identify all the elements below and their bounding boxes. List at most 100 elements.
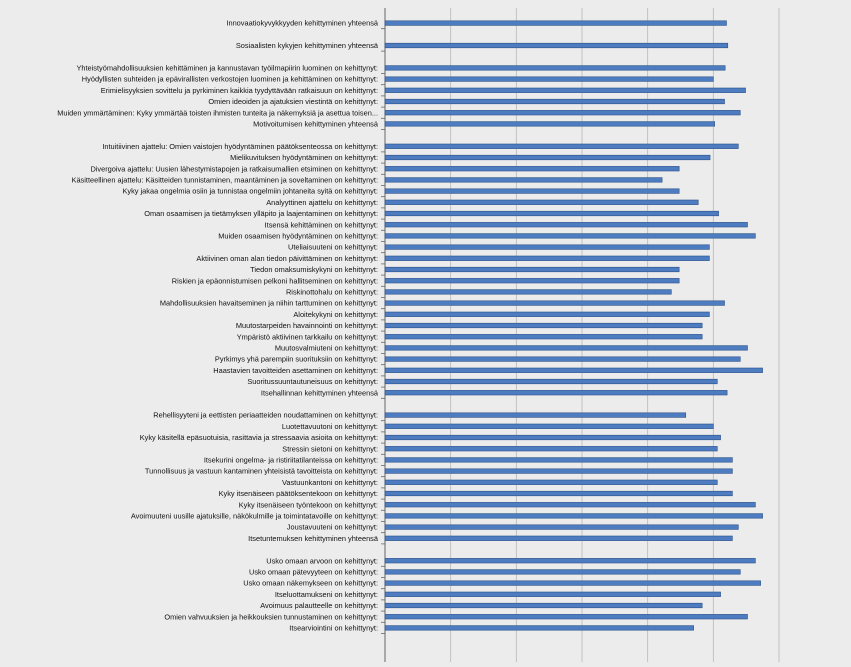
bar <box>384 423 714 429</box>
category-label: Joustavuuteni on kehittynyt: <box>287 523 378 532</box>
category-label: Itsekurini ongelma- ja ristiriitatilante… <box>204 456 378 465</box>
bar <box>384 266 680 273</box>
bar <box>384 513 763 519</box>
bar <box>384 255 710 261</box>
category-label: Mahdollisuuksien havaitseminen ja niihin… <box>160 299 378 308</box>
bar <box>384 468 733 474</box>
bar <box>384 602 703 609</box>
bar <box>384 311 710 317</box>
category-label: Muutosvalmiuteni on kehittynyt: <box>275 344 378 353</box>
bar <box>384 121 715 127</box>
bar <box>384 345 748 351</box>
category-label: Pyrkimys yhä parempiin suorituksiin on k… <box>215 355 378 364</box>
category-label: Luotettavuutoni on kehittynyt: <box>282 422 378 431</box>
bar <box>384 490 733 497</box>
category-label: Avoimuus palautteelle on kehittynyt: <box>260 601 378 610</box>
category-label: Avoimuuteni uusille ajatuksille, näkökul… <box>131 512 378 521</box>
bar <box>384 558 756 564</box>
category-label: Kyky itsenäiseen päätöksentekoon on kehi… <box>219 489 378 498</box>
category-label: Usko omaan pätevyyteen on kehittynyt: <box>249 568 378 577</box>
category-label: Analyyttinen ajattelu on kehittynyt: <box>266 198 378 207</box>
category-label: Riskinottohalu on kehittynyt: <box>286 288 378 297</box>
bar <box>384 569 741 575</box>
bar <box>384 143 739 149</box>
category-label: Ympäristö aktiivinen tarkkailu on kehitt… <box>237 332 378 341</box>
category-label: Suoritussuuntautuneisuus on kehittynyt: <box>247 377 378 386</box>
category-label: Motivoitumisen kehittyminen yhteensä <box>253 120 379 129</box>
category-label: Itsensä kehittäminen on kehittynyt: <box>265 220 378 229</box>
bar <box>384 154 711 161</box>
category-label: Itsearviointini on kehittynyt: <box>289 624 378 633</box>
category-label: Innovaatiokyvykkyyden kehittyminen yhtee… <box>226 19 378 28</box>
bar <box>384 434 721 441</box>
bar <box>384 614 748 620</box>
category-label: Itsetuntemuksen kehittyminen yhteensä <box>248 534 379 543</box>
bar <box>384 244 710 250</box>
category-label: Muiden osaamisen hyödyntäminen on kehitt… <box>218 232 378 241</box>
bar <box>384 502 756 508</box>
category-label: Muutostarpeiden havainnointi on kehittyn… <box>236 321 378 330</box>
category-label: Rehellisyyteni ja eettisten periaatteide… <box>153 411 378 420</box>
bar <box>384 367 763 373</box>
bar <box>384 334 703 340</box>
bar <box>384 87 746 93</box>
bar <box>384 110 741 116</box>
category-label: Oman osaamisen ja tietämyksen ylläpito j… <box>144 209 378 218</box>
category-label: Mielikuvituksen hyödyntäminen on kehitty… <box>230 153 378 162</box>
bar <box>384 356 741 362</box>
bar <box>384 446 718 452</box>
bar <box>384 524 739 530</box>
category-label: Muiden ymmärtäminen: Kyky ymmärtää toist… <box>57 108 378 117</box>
category-labels: Innovaatiokyvykkyyden kehittyminen yhtee… <box>57 19 379 633</box>
bar <box>384 412 687 418</box>
category-label: Riskien ja epäonnistumisen pelkoni halli… <box>172 276 378 285</box>
category-label: Itseluottamukseni on kehittynyt: <box>275 590 378 599</box>
bar <box>384 166 680 172</box>
category-label: Stressin sietoni on kehittynyt: <box>282 444 378 453</box>
category-label: Yhteistyömahdollisuuksien kehittäminen j… <box>76 64 378 73</box>
bar <box>384 479 718 485</box>
category-label: Erimielisyyksien sovittelu ja pyrkiminen… <box>101 86 378 95</box>
category-label: Sosiaalisten kykyjen kehittyminen yhteen… <box>236 41 379 50</box>
category-label: Intuitiivinen ajattelu: Omien vaistojen … <box>102 142 378 151</box>
bar <box>384 233 756 239</box>
bar <box>384 390 728 396</box>
category-label: Omien ideoiden ja ajatuksien viestintä o… <box>208 97 378 106</box>
bar <box>384 20 727 26</box>
bar <box>384 177 663 183</box>
category-label: Haastavien tavoitteiden asettaminen on k… <box>213 366 378 375</box>
bar <box>384 76 714 82</box>
bar <box>384 65 726 71</box>
category-label: Omien vahvuuksien ja heikkouksien tunnus… <box>164 612 378 621</box>
bar <box>384 98 725 105</box>
category-label: Hyödyllisten suhteiden ja epävirallisten… <box>82 75 378 84</box>
bar <box>384 199 699 205</box>
category-label: Käsitteellinen ajattelu: Käsitteiden tun… <box>72 176 378 185</box>
bar <box>384 625 694 631</box>
bar <box>384 300 725 306</box>
bar <box>384 210 719 217</box>
category-label: Aloitekykyni on kehittynyt: <box>293 310 378 319</box>
bar <box>384 378 718 385</box>
bar <box>384 580 761 586</box>
category-label: Kyky käsitellä epäsuotuisia, rasittavia … <box>140 433 378 442</box>
category-label: Tiedon omaksumiskykyni on kehittynyt: <box>250 265 378 274</box>
category-label: Itsehallinnan kehittyminen yhteensä <box>261 388 379 397</box>
category-label: Kyky jakaa ongelmia osiin ja tunnistaa o… <box>122 187 378 196</box>
bar <box>384 42 729 49</box>
bar <box>384 222 748 228</box>
bar <box>384 457 733 463</box>
bars <box>384 20 763 631</box>
category-label: Vastuunkantoni on kehittynyt: <box>282 478 378 487</box>
category-label: Kyky itsenäiseen työntekoon on kehittyny… <box>239 500 378 509</box>
bar <box>384 188 680 194</box>
bar <box>384 278 680 284</box>
bar <box>384 591 721 597</box>
category-label: Divergoiva ajattelu: Uusien lähestymista… <box>90 164 378 173</box>
bar <box>384 535 733 541</box>
category-label: Usko omaan arvoon on kehittynyt: <box>266 556 378 565</box>
category-label: Uteliaisuuteni on kehittynyt: <box>288 243 378 252</box>
category-axis <box>381 8 386 662</box>
bar <box>384 289 672 295</box>
